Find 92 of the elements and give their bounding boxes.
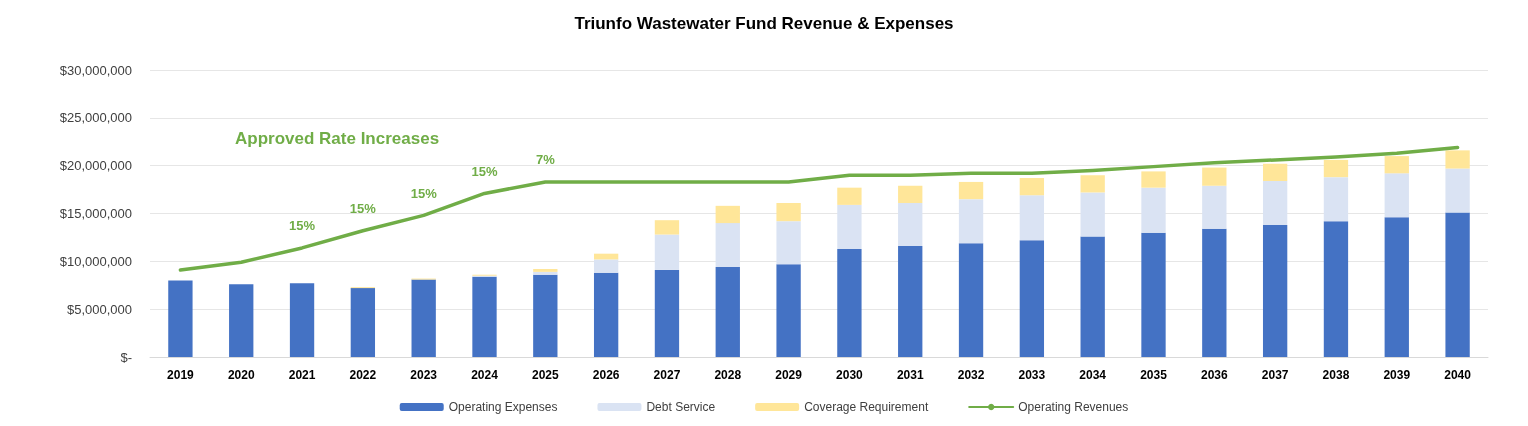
bar: [654, 269, 680, 357]
bar: [837, 187, 862, 205]
x-tick-label: 2019: [167, 368, 195, 382]
bar: [958, 199, 984, 244]
bar: [1445, 212, 1470, 357]
x-tick-label: 2030: [836, 368, 864, 382]
y-tick-label: $5,000,000: [66, 301, 132, 317]
y-tick-label: $20,000,000: [59, 158, 132, 174]
x-tick-label: 2036: [1200, 368, 1228, 382]
x-tick-label: 2033: [1018, 368, 1046, 382]
bar: [1262, 224, 1288, 357]
annotation: 15%: [289, 218, 316, 234]
bar: [958, 181, 984, 200]
x-tick-label: 2026: [592, 368, 620, 382]
bar: [1384, 217, 1409, 357]
x-tick-label: 2037: [1261, 368, 1289, 382]
bar: [1080, 236, 1105, 357]
bar: [715, 205, 740, 224]
x-tick-label: 2021: [288, 368, 316, 382]
bar: [776, 221, 801, 265]
bar: [776, 202, 801, 222]
x-tick-label: 2023: [410, 368, 438, 382]
legend-label: Coverage Requirement: [804, 400, 929, 414]
legend-label: Debt Service: [646, 400, 716, 414]
bar: [1202, 228, 1227, 357]
legend-label: Operating Expenses: [448, 400, 558, 414]
bar: [1323, 159, 1349, 178]
bar: [1262, 163, 1288, 181]
x-tick-label: 2039: [1383, 368, 1411, 382]
bar: [1141, 187, 1166, 233]
bar: [715, 267, 740, 357]
x-tick-label: 2029: [775, 368, 803, 382]
bar: [1202, 167, 1227, 186]
x-tick-label: 2035: [1140, 368, 1168, 382]
bar: [472, 276, 497, 357]
y-tick-label: $10,000,000: [59, 253, 132, 269]
x-tick-label: 2025: [531, 368, 559, 382]
annotation: 15%: [410, 185, 438, 201]
legend-label: Operating Revenues: [1018, 400, 1129, 414]
bar: [654, 234, 680, 270]
bar: [654, 220, 680, 235]
line-series: [178, 145, 1460, 272]
bar: [898, 202, 923, 247]
annotation: 7%: [535, 152, 556, 168]
bar: [898, 185, 923, 203]
chart-title: Triunfo Wastewater Fund Revenue & Expenses: [574, 14, 954, 33]
bar: [1080, 192, 1105, 237]
bar: [1262, 180, 1288, 225]
bar: [1323, 177, 1349, 222]
annotation: Approved Rate Increases: [235, 129, 440, 148]
x-tick-label: 2020: [227, 368, 255, 382]
y-tick-label: $-: [120, 349, 132, 365]
x-tick-label: 2024: [471, 368, 499, 382]
bar: [229, 284, 254, 357]
bar: [168, 280, 193, 357]
bar: [350, 288, 376, 357]
x-tick-label: 2038: [1322, 368, 1350, 382]
bar: [776, 264, 801, 357]
x-tick-label: 2028: [714, 368, 742, 382]
x-tick-label: 2031: [896, 368, 924, 382]
bar: [289, 283, 315, 357]
bar: [715, 223, 740, 268]
x-tick-label: 2027: [653, 368, 681, 382]
bar: [1019, 240, 1045, 357]
y-tick-label: $15,000,000: [59, 206, 132, 221]
bar: [1384, 156, 1409, 174]
bar: [1141, 171, 1166, 188]
x-tick-label: 2040: [1444, 368, 1472, 382]
bar: [533, 274, 558, 357]
bar: [1202, 185, 1227, 229]
bar: [593, 272, 619, 357]
x-tick-label: 2022: [349, 368, 377, 382]
x-tick-label: 2034: [1079, 368, 1107, 382]
bar: [1445, 150, 1470, 169]
bar: [837, 204, 862, 249]
bar: [1141, 232, 1166, 357]
y-tick-label: $25,000,000: [59, 110, 132, 126]
bar: [411, 279, 436, 357]
annotation: 15%: [349, 201, 377, 217]
bar: [1445, 168, 1470, 213]
bar: [593, 259, 619, 273]
x-tick-label: 2032: [957, 368, 985, 382]
bar: [1019, 195, 1045, 241]
bar: [1323, 221, 1349, 357]
bar: [1384, 173, 1409, 218]
bar: [1019, 178, 1045, 196]
annotation: 15%: [471, 163, 498, 179]
y-tick-label: $30,000,000: [59, 62, 132, 78]
bar: [1080, 175, 1105, 193]
bar: [837, 248, 862, 357]
bar: [898, 246, 923, 357]
bar: [958, 243, 984, 357]
